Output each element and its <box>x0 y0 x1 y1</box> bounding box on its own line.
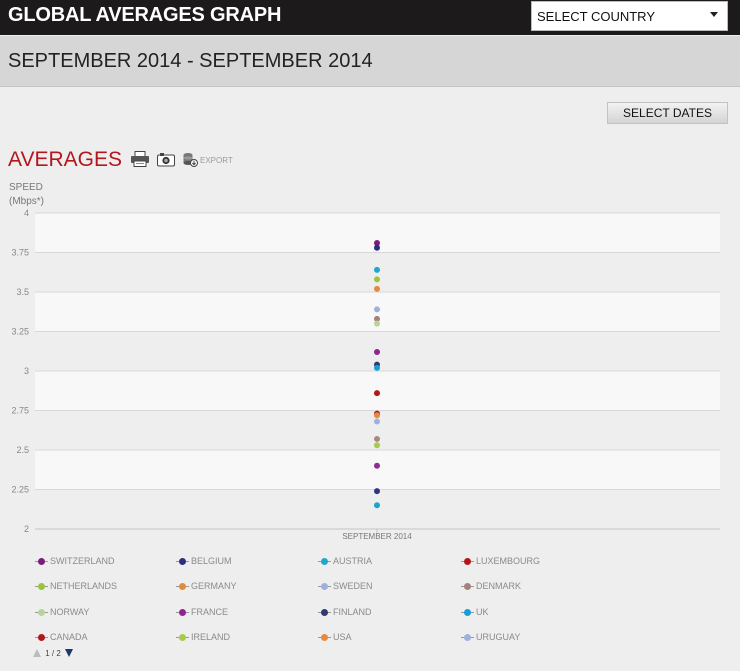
y-axis-title-line1: SPEED <box>9 182 43 193</box>
legend-swatch <box>321 634 328 641</box>
y-axis-title: SPEED (Mbps*) <box>9 181 44 209</box>
top-bar: GLOBAL AVERAGES GRAPH SELECT COUNTRY <box>0 0 740 35</box>
legend-label: SWITZERLAND <box>50 556 115 566</box>
section-title: AVERAGES <box>8 148 122 171</box>
legend-label: LUXEMBOURG <box>476 556 541 566</box>
legend-swatch <box>464 558 471 565</box>
data-point <box>374 412 380 419</box>
legend-label: USA <box>333 632 352 642</box>
y-tick-label: 3 <box>24 366 29 376</box>
legend-label: AUSTRIA <box>333 556 373 566</box>
legend-swatch <box>38 558 45 565</box>
data-point <box>374 502 380 509</box>
legend-label: UK <box>476 607 489 617</box>
export-link[interactable]: EXPORT <box>200 156 233 165</box>
export-icon[interactable] <box>183 152 198 167</box>
legend-swatch <box>179 583 186 590</box>
legend-label: FINLAND <box>333 607 372 617</box>
legend-label: GERMANY <box>191 581 237 591</box>
data-point <box>374 320 380 327</box>
legend-label: NORWAY <box>50 607 90 617</box>
data-point <box>374 364 380 371</box>
y-tick-label: 4 <box>24 208 29 218</box>
data-point <box>374 488 380 495</box>
pager-down-icon[interactable] <box>65 649 74 657</box>
data-point <box>374 315 380 322</box>
legend-swatch <box>321 583 328 590</box>
legend-label: SWEDEN <box>333 581 373 591</box>
y-axis-title-line2: (Mbps*) <box>9 196 45 207</box>
data-point <box>374 349 380 356</box>
y-tick-label: 3.5 <box>16 287 29 297</box>
grid-band <box>35 450 720 490</box>
print-icon[interactable] <box>130 151 150 167</box>
legend-swatch <box>38 583 45 590</box>
legend-label: BELGIUM <box>191 556 232 566</box>
country-select-value: SELECT COUNTRY <box>537 9 655 24</box>
y-tick-label: 2 <box>24 524 29 534</box>
legend-swatch <box>464 634 471 641</box>
camera-icon[interactable] <box>157 152 175 167</box>
data-point <box>374 442 380 449</box>
legend-swatch <box>38 634 45 641</box>
y-tick-label: 3.75 <box>11 248 29 258</box>
pager-up-icon[interactable] <box>33 649 41 657</box>
y-tick-label: 3.25 <box>11 327 29 337</box>
legend-swatch <box>179 558 186 565</box>
pager-text: 1 / 2 <box>45 649 61 658</box>
legend-swatch <box>38 609 45 616</box>
legend-label: IRELAND <box>191 632 231 642</box>
legend-swatch <box>179 609 186 616</box>
date-range-title: SEPTEMBER 2014 - SEPTEMBER 2014 <box>8 50 373 72</box>
data-point <box>374 244 380 251</box>
data-point <box>374 462 380 469</box>
legend-label: URUGUAY <box>476 632 521 642</box>
legend-swatch <box>464 583 471 590</box>
y-tick-label: 2.75 <box>11 406 29 416</box>
legend-label: DENMARK <box>476 581 522 591</box>
data-point <box>374 306 380 313</box>
data-point <box>374 240 380 247</box>
legend-label: FRANCE <box>191 607 229 617</box>
legend-label: NETHERLANDS <box>50 581 118 591</box>
data-point <box>374 390 380 397</box>
y-tick-label: 2.25 <box>11 485 29 495</box>
averages-chart: 4 3.75 3.5 3.25 3 2.75 2.5 2.25 2 SEPTEMBER 2014 <box>11 208 720 541</box>
country-select[interactable]: SELECT COUNTRY <box>531 1 728 31</box>
data-point <box>374 418 380 425</box>
select-dates-button[interactable]: SELECT DATES <box>607 102 728 124</box>
legend-swatch <box>321 558 328 565</box>
legend-swatch <box>321 609 328 616</box>
legend-label: CANADA <box>50 632 88 642</box>
y-tick-label: 2.5 <box>16 445 29 455</box>
data-point <box>374 435 380 442</box>
x-tick-label: SEPTEMBER 2014 <box>342 532 412 541</box>
data-point <box>374 276 380 283</box>
legend-swatch <box>464 609 471 616</box>
data-point <box>374 285 380 292</box>
date-banner: SEPTEMBER 2014 - SEPTEMBER 2014 <box>0 36 740 87</box>
legend-pager: 1 / 2 <box>33 649 74 661</box>
data-point <box>374 266 380 273</box>
app-title: GLOBAL AVERAGES GRAPH <box>8 4 282 26</box>
legend-swatch <box>179 634 186 641</box>
chevron-down-icon <box>710 12 718 17</box>
